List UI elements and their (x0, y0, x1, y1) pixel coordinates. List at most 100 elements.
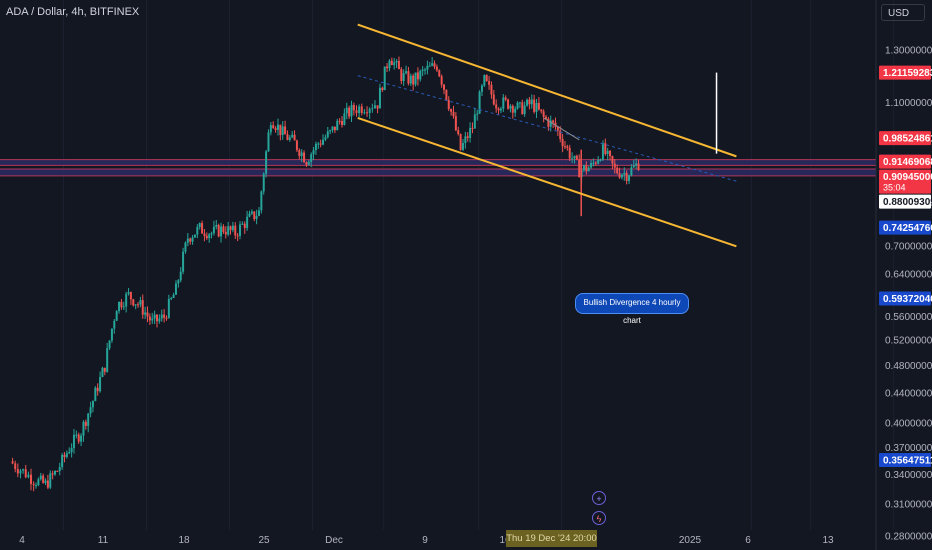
candle-body (547, 118, 550, 127)
candle-body (571, 158, 574, 160)
candle-body (99, 377, 102, 392)
candle-body (585, 165, 588, 172)
price-badge-label: 0.59372040 (883, 294, 932, 305)
candle-body (110, 328, 113, 341)
candle-body (262, 173, 265, 192)
candle-body (502, 97, 505, 109)
candle-body (355, 110, 358, 114)
candle-body (284, 126, 287, 135)
candle-body (507, 99, 510, 109)
divergence-annotation[interactable]: Bullish Divergence 4 hourly chart (575, 293, 689, 325)
candle-body (108, 340, 111, 349)
candle-body (75, 434, 78, 436)
plus-icon[interactable]: + (592, 491, 606, 505)
channel-drawings (357, 23, 737, 248)
candle-body (514, 108, 517, 113)
candle-body (345, 107, 348, 114)
candle-body (582, 165, 585, 171)
candle-body (322, 139, 325, 145)
candle-body (303, 152, 306, 163)
candle-body (205, 235, 208, 239)
candle-body (267, 132, 270, 152)
candle-body (53, 470, 56, 475)
candle-body (215, 225, 218, 227)
candle-body (454, 116, 457, 131)
candle-body (42, 475, 45, 483)
candle-body (390, 60, 393, 66)
lightning-icon[interactable]: ϟ (592, 511, 606, 525)
candle-body (542, 111, 545, 117)
candle-body (452, 111, 455, 117)
candle-body (549, 120, 552, 127)
candle-body (426, 65, 429, 70)
candle-body (177, 280, 180, 284)
candle-body (234, 225, 237, 236)
candle-body (400, 69, 403, 81)
candle-body (208, 234, 211, 239)
candle-body (310, 154, 313, 162)
candle-body (461, 143, 464, 150)
candle-body (91, 401, 94, 408)
candle-body (191, 237, 194, 242)
candle-body (141, 300, 144, 315)
candle-body (229, 226, 232, 231)
candles (11, 56, 640, 492)
candle-body (248, 213, 251, 217)
candle-body (492, 94, 495, 105)
candle-body (27, 474, 30, 478)
candle-body (518, 102, 521, 104)
candle-body (257, 210, 260, 216)
candle-body (44, 480, 47, 483)
candle-body (182, 251, 185, 272)
price-badge-label: 0.74254766 (883, 223, 932, 234)
x-tick-label: 4 (19, 535, 25, 546)
candle-body (628, 175, 631, 181)
candle-body (488, 81, 491, 85)
candle-body (504, 97, 507, 100)
candle-body (19, 470, 22, 474)
candle-body (201, 223, 204, 234)
candle-body (485, 75, 488, 82)
currency-selector[interactable]: USD (881, 4, 925, 21)
candle-body (637, 163, 640, 171)
channel-lower-line[interactable] (357, 116, 737, 248)
price-badge (879, 154, 931, 169)
candle-body (129, 292, 132, 300)
candle-body (338, 120, 341, 122)
candle-body (210, 233, 213, 235)
x-tick-label: Dec (325, 535, 343, 546)
candle-body (113, 320, 116, 329)
price-badge-label: 0.91469068 (883, 157, 932, 168)
candle-body (148, 316, 151, 321)
candle-body (14, 463, 17, 469)
candle-body (388, 60, 391, 69)
candle-body (89, 407, 92, 414)
candle-body (533, 99, 536, 112)
candle-body (341, 121, 344, 125)
candle-body (198, 223, 201, 228)
candle-body (616, 167, 619, 174)
candle-body (212, 226, 215, 234)
candle-body (575, 155, 578, 160)
candle-body (348, 107, 351, 117)
candle-body (153, 314, 156, 319)
candle-body (179, 271, 182, 281)
channel-upper-line[interactable] (357, 23, 737, 158)
candle-body (540, 109, 543, 112)
candle-body (428, 65, 431, 67)
candle-body (224, 231, 227, 235)
candle-body (433, 63, 436, 67)
candle-body (383, 66, 386, 91)
candle-body (592, 162, 595, 164)
candle-body (106, 348, 109, 372)
zone-fill-1 (0, 169, 876, 176)
candle-body (563, 146, 566, 148)
candle-body (483, 75, 486, 86)
candle-body (343, 113, 346, 125)
candle-body (239, 224, 242, 236)
candle-body (11, 461, 14, 464)
